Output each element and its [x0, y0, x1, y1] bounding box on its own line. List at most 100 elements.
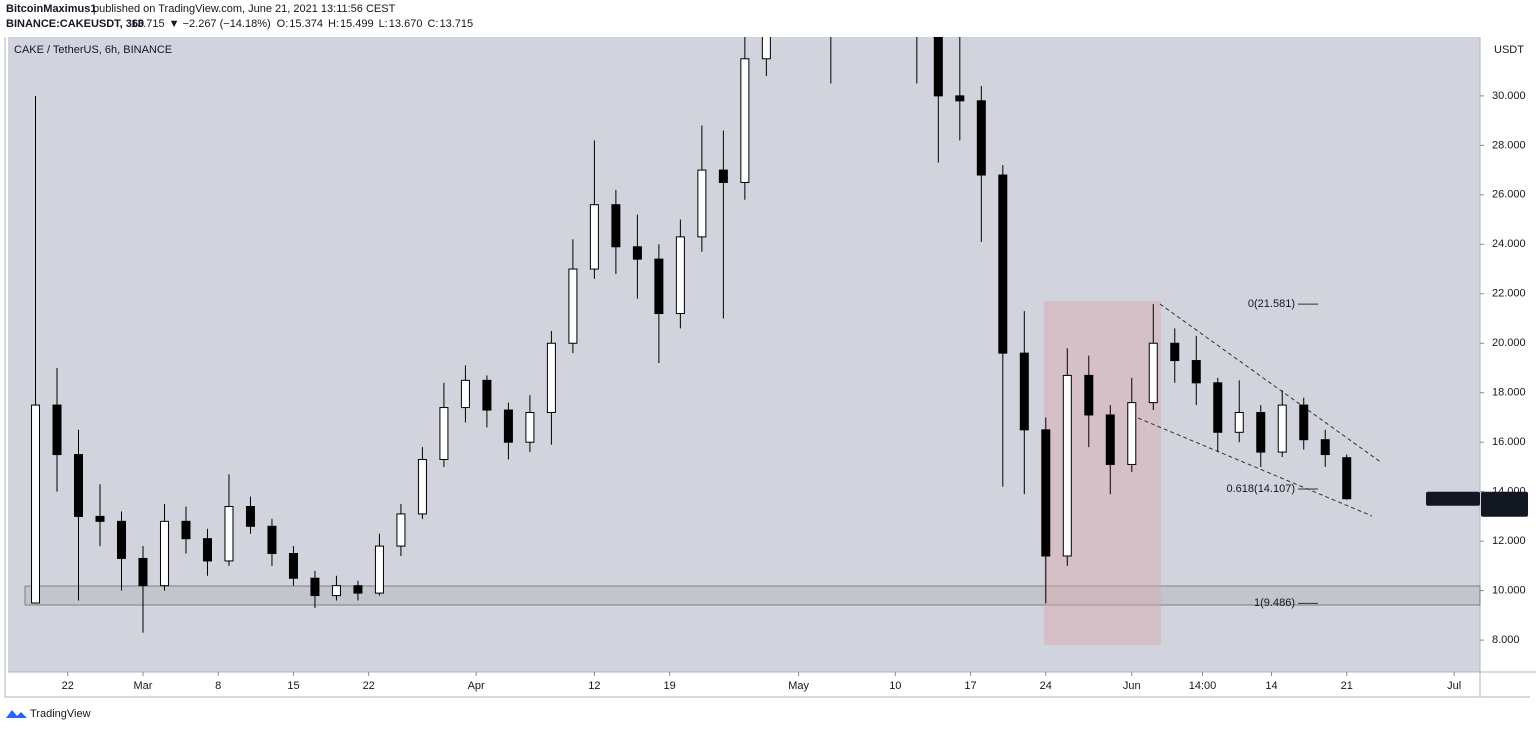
x-tick-label: 12 [588, 680, 600, 692]
y-tick-label: 8.000 [1492, 634, 1520, 646]
candle-body [697, 169, 707, 238]
x-tick-label: 22 [363, 680, 375, 692]
y-axis-label: USDT [1494, 44, 1524, 56]
y-tick-label: 12.000 [1492, 535, 1526, 547]
candle-body [74, 454, 84, 517]
candle-body [1170, 342, 1180, 362]
candle-body [116, 520, 126, 559]
candle-body [1342, 457, 1352, 500]
published: published on TradingView.com, June 21, 2… [93, 3, 396, 15]
x-tick-label: 8 [215, 680, 221, 692]
x-tick-label: 22 [62, 680, 74, 692]
candle-body [1320, 439, 1330, 456]
x-tick-label: Mar [134, 680, 153, 692]
candle-body [31, 404, 41, 604]
author: BitcoinMaximus1 [6, 3, 96, 15]
y-tick-label: 20.000 [1492, 337, 1526, 349]
candle-body [95, 515, 105, 522]
price-tag-symbol: CAKEUSDT [1426, 493, 1480, 504]
y-tick-label: 28.000 [1492, 139, 1526, 151]
symbol: BINANCE:CAKEUSDT, 360 [6, 18, 144, 30]
candle-body [310, 577, 320, 597]
candle-body [331, 585, 341, 597]
x-tick-label: 24 [1040, 680, 1052, 692]
candle-body [202, 538, 212, 562]
candle-body [1148, 342, 1158, 404]
x-tick-label: 14:00 [1189, 680, 1217, 692]
candles [31, 0, 1352, 633]
candle-body [1234, 412, 1244, 433]
fib-label: 0(21.581) [1248, 298, 1295, 310]
x-tick-label: May [788, 680, 809, 692]
trendline [1159, 303, 1383, 464]
support-zone [24, 585, 1481, 606]
candle-body [998, 174, 1008, 354]
candle-body [976, 100, 986, 176]
candle-body [525, 412, 535, 443]
candle-body [1256, 412, 1266, 453]
candle-body [761, 37, 771, 60]
candle-body [267, 525, 277, 555]
price-tag-price: 13.715 [1487, 493, 1521, 505]
header-value: 13.715 [439, 18, 473, 30]
y-tick-label: 22.000 [1492, 288, 1526, 300]
header-value: 15.499 [340, 18, 374, 30]
header-value: 15.374 [289, 18, 323, 30]
x-tick-label: 19 [664, 680, 676, 692]
candle-body [1191, 360, 1201, 384]
candle-body [611, 204, 621, 248]
ohlc-line: 13.715 ▼ −2.267 (−14.18%) O: 15.374 H: 15.499… [131, 18, 473, 30]
candle-body [439, 407, 449, 461]
y-tick-label: 18.000 [1492, 387, 1526, 399]
x-tick-label: 15 [287, 680, 299, 692]
candle-body [1127, 402, 1137, 465]
candle-body [1105, 414, 1115, 465]
logo [6, 710, 27, 718]
candle-body [374, 545, 384, 594]
candle-body [1213, 382, 1223, 433]
candle-body [1019, 352, 1029, 431]
candle-body [589, 204, 599, 270]
x-tick-label: Jun [1123, 680, 1141, 692]
x-tick-label: 21 [1341, 680, 1353, 692]
price-tag-countdown: 48:05 [1490, 505, 1518, 517]
header-value: ▼ −2.267 (−14.18%) [169, 18, 271, 30]
candle-body [718, 169, 728, 183]
candle-body [138, 557, 148, 587]
candle-body [503, 409, 513, 443]
candle-body [546, 342, 556, 414]
candle-body [654, 258, 664, 315]
header-value: L: [379, 18, 388, 30]
candle-body [568, 268, 578, 344]
candle-body [1084, 374, 1094, 416]
chart-title: CAKE / TetherUS, 6h, BINANCE [14, 44, 172, 56]
candle-body [913, 0, 921, 34]
header-value: 13.715 [131, 18, 165, 30]
candle-body [1062, 374, 1072, 557]
price-tag-box [1426, 491, 1480, 506]
candle-body [288, 553, 298, 579]
header-value: C: [427, 18, 438, 30]
candle-body [1277, 404, 1287, 453]
candle-body [52, 404, 62, 456]
candle-body [933, 37, 943, 97]
x-tick-label: 17 [964, 680, 976, 692]
candle-body [955, 95, 965, 102]
candle-body [675, 236, 685, 315]
y-tick-label: 24.000 [1492, 238, 1526, 250]
candle-body [353, 585, 363, 594]
price-tag-box [1481, 491, 1528, 517]
candle-body [632, 246, 642, 260]
header-value: H: [328, 18, 339, 30]
x-tick-label: 10 [889, 680, 901, 692]
x-tick-label: Apr [468, 680, 485, 692]
fib-label: 0.618(14.107) [1227, 483, 1296, 495]
fib-label: 1(9.486) [1254, 597, 1295, 609]
header-value: O: [277, 18, 289, 30]
x-tick-label: Jul [1447, 680, 1461, 692]
axes: 8.00010.00012.00014.00016.00018.00020.00… [62, 90, 1526, 692]
candle-body [245, 506, 255, 527]
y-tick-label: 16.000 [1492, 436, 1526, 448]
